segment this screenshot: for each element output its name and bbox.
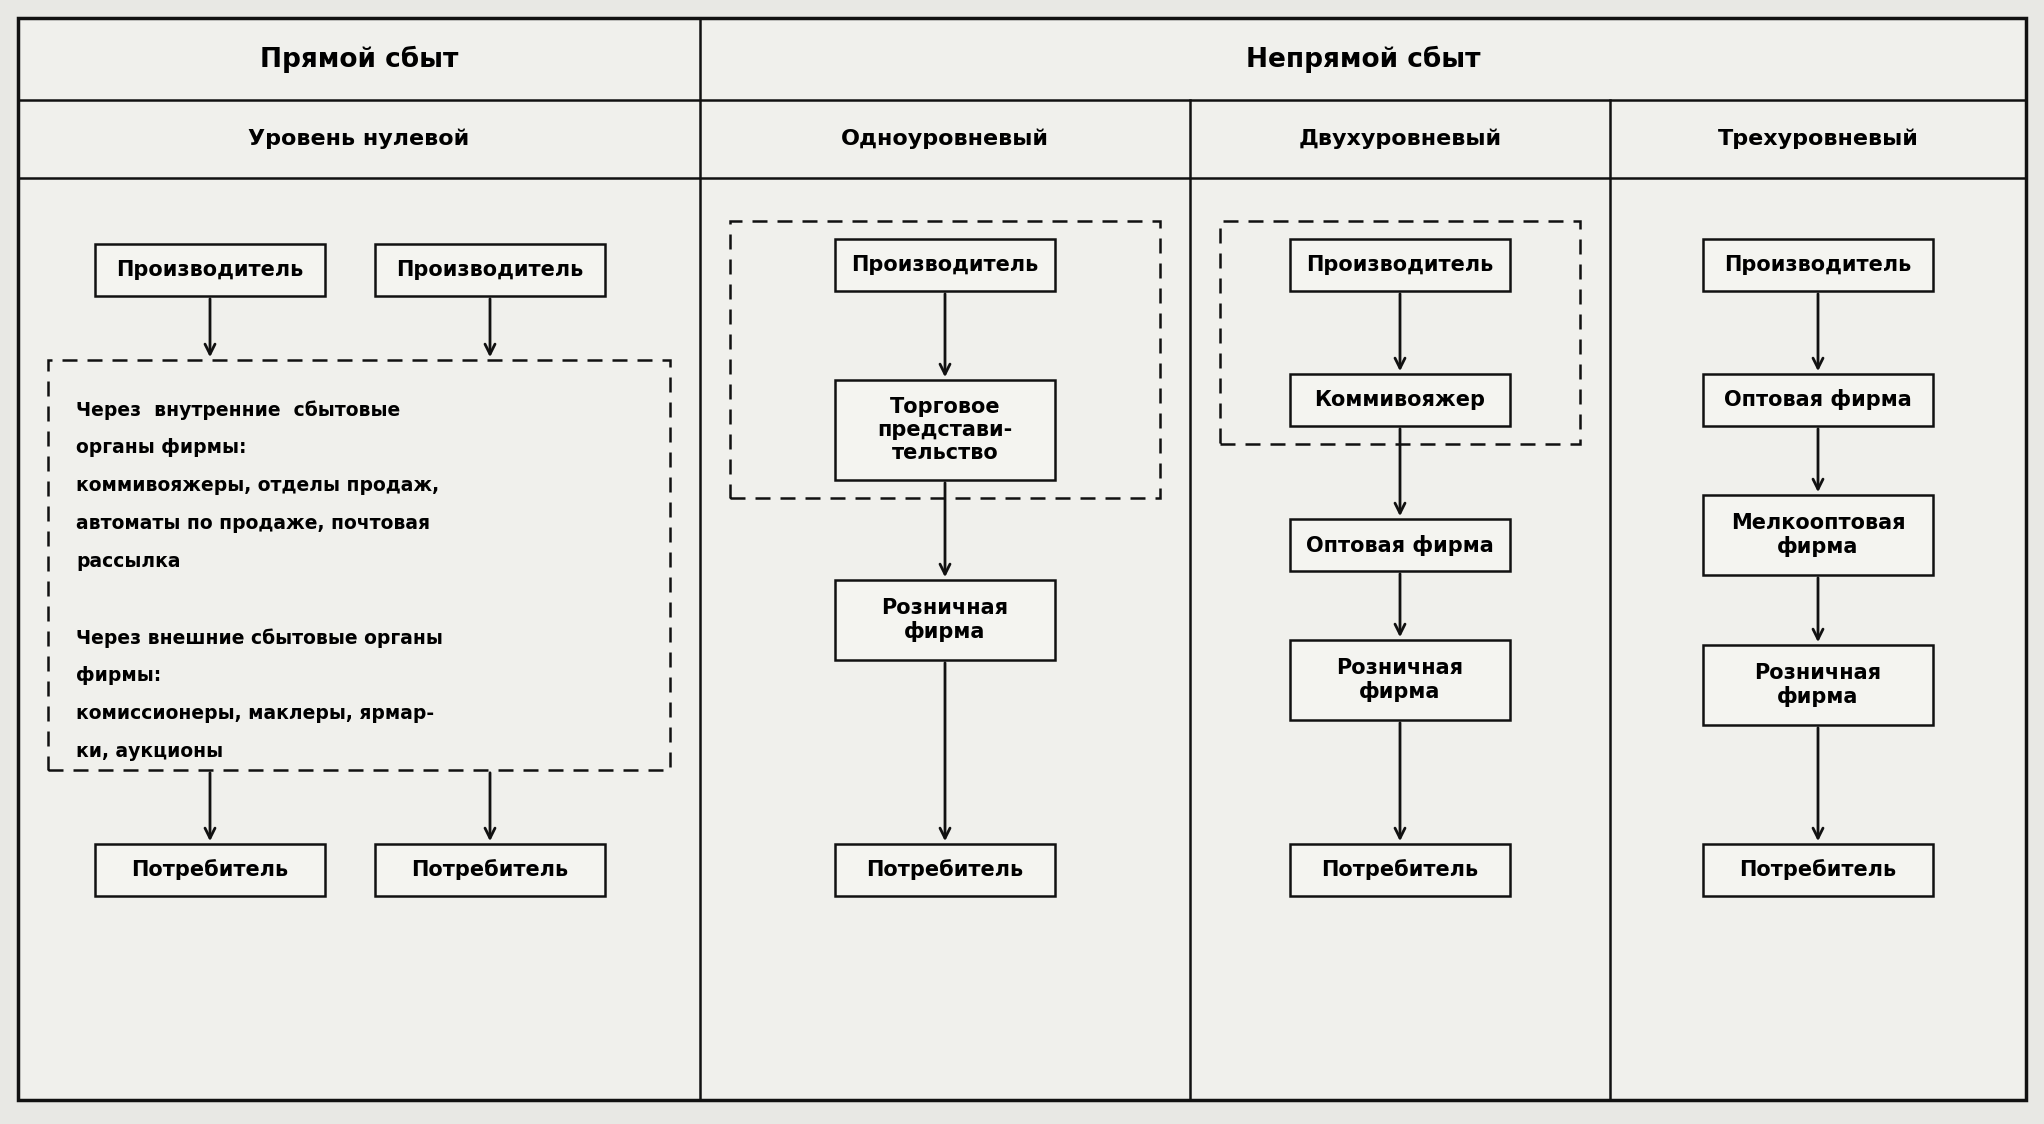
Text: Трехуровневый: Трехуровневый	[1717, 129, 1919, 149]
Bar	[94, 244, 325, 296]
Text: фирмы:: фирмы:	[76, 667, 161, 685]
Bar	[374, 844, 605, 896]
Text: Потребитель: Потребитель	[1320, 860, 1478, 880]
Text: Производитель: Производитель	[1725, 255, 1911, 275]
Text: Потребитель: Потребитель	[1739, 860, 1897, 880]
Bar	[1290, 374, 1511, 426]
Bar	[836, 844, 1055, 896]
Bar	[1290, 519, 1511, 571]
Text: Потребитель: Потребитель	[411, 860, 568, 880]
Text: Одноуровневый: Одноуровневый	[840, 129, 1049, 149]
Text: Оптовая фирма: Оптовая фирма	[1306, 535, 1494, 555]
Text: комиссионеры, маклеры, ярмар-: комиссионеры, маклеры, ярмар-	[76, 704, 433, 723]
Text: Уровень нулевой: Уровень нулевой	[249, 129, 470, 149]
Text: коммивояжеры, отделы продаж,: коммивояжеры, отделы продаж,	[76, 475, 439, 495]
Text: Потребитель: Потребитель	[131, 860, 288, 880]
Bar	[730, 221, 1161, 498]
Text: Розничная
фирма: Розничная фирма	[881, 598, 1008, 642]
Text: Коммивояжер: Коммивояжер	[1314, 390, 1486, 410]
Bar	[94, 844, 325, 896]
Bar	[47, 360, 670, 770]
Text: Мелкооптовая
фирма: Мелкооптовая фирма	[1731, 513, 1905, 558]
Bar	[1290, 239, 1511, 291]
Bar	[1220, 221, 1580, 444]
Text: ки, аукционы: ки, аукционы	[76, 742, 223, 761]
Bar	[1290, 844, 1511, 896]
Text: Розничная
фирма: Розничная фирма	[1337, 658, 1464, 702]
Text: Производитель: Производитель	[397, 260, 585, 280]
Bar	[836, 239, 1055, 291]
Text: органы фирмы:: органы фирмы:	[76, 438, 247, 457]
Bar	[1703, 374, 1934, 426]
Text: Непрямой сбыт: Непрямой сбыт	[1245, 45, 1480, 73]
Text: Розничная
фирма: Розничная фирма	[1754, 663, 1883, 707]
Text: Через внешние сбытовые органы: Через внешние сбытовые органы	[76, 628, 444, 647]
Bar	[836, 580, 1055, 660]
Bar	[1290, 640, 1511, 720]
Bar	[1703, 844, 1934, 896]
Bar	[1703, 645, 1934, 725]
Text: Двухуровневый: Двухуровневый	[1298, 129, 1502, 149]
Text: Потребитель: Потребитель	[867, 860, 1024, 880]
Text: Производитель: Производитель	[852, 255, 1038, 275]
Bar	[1703, 239, 1934, 291]
Text: Через  внутренние  сбытовые: Через внутренние сбытовые	[76, 400, 401, 419]
Text: автоматы по продаже, почтовая: автоматы по продаже, почтовая	[76, 514, 429, 533]
Text: Производитель: Производитель	[1306, 255, 1494, 275]
Text: рассылка: рассылка	[76, 552, 180, 571]
Bar	[836, 380, 1055, 480]
Text: Прямой сбыт: Прямой сбыт	[260, 45, 458, 73]
Text: Производитель: Производитель	[117, 260, 305, 280]
Bar	[1703, 495, 1934, 575]
Text: Оптовая фирма: Оптовая фирма	[1725, 390, 1911, 410]
Text: Торговое
представи-
тельство: Торговое представи- тельство	[877, 397, 1012, 463]
Bar	[374, 244, 605, 296]
